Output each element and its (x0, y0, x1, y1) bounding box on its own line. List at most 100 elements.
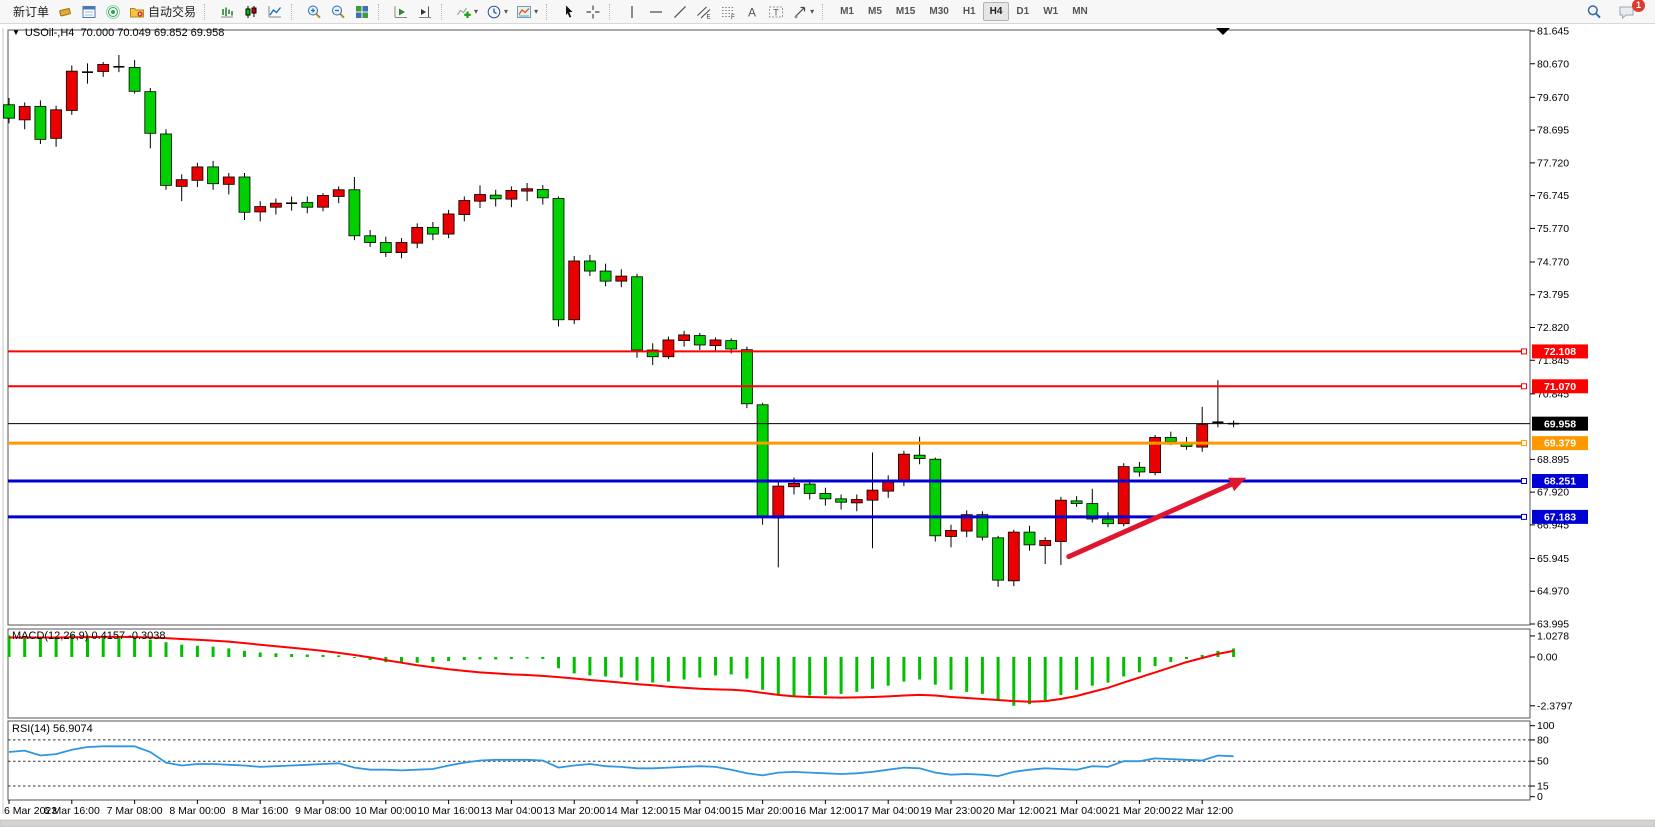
indicators-icon[interactable]: ▾ (452, 2, 482, 22)
shapes-dropdown-caret[interactable]: ▾ (810, 7, 815, 16)
chart-title: ▼ USOil-,H4 70.000 70.049 69.852 69.958 (12, 27, 224, 39)
tab-timeframe-m1[interactable]: M1 (840, 6, 854, 17)
market-watch-icon[interactable] (77, 2, 101, 22)
hline-end-handle[interactable] (1521, 478, 1527, 485)
tab-timeframe-h4[interactable]: H4 (982, 2, 1010, 21)
tab-timeframe-d1[interactable]: D1 (1016, 6, 1030, 17)
timeframes-dropdown-caret[interactable]: ▾ (504, 7, 509, 16)
price-tick-label: 80.670 (1537, 58, 1569, 70)
fibonacci-tool-icon[interactable]: F (716, 2, 740, 22)
indicators-dropdown-caret[interactable]: ▾ (474, 7, 479, 16)
candle-up (1055, 499, 1067, 542)
zoom-in-icon[interactable] (302, 2, 326, 22)
tab-timeframe-mn[interactable]: MN (1072, 6, 1088, 17)
candle-down (364, 235, 377, 243)
trendline-tool-icon[interactable] (668, 2, 692, 22)
chart-menu-arrow-icon[interactable]: ▼ (12, 28, 20, 37)
toolbar-separator (204, 3, 210, 20)
candle-up (1196, 424, 1209, 448)
candle-down (693, 335, 706, 346)
chart-collapse-arrow-icon[interactable] (1216, 28, 1230, 35)
signals-icon[interactable] (101, 2, 125, 22)
price-tick-label: 68.895 (1537, 454, 1569, 466)
main-panel-frame (7, 29, 1531, 626)
autotrading-label: 自动交易 (148, 5, 197, 19)
search-icon[interactable] (1582, 2, 1606, 22)
channel-tool-icon[interactable]: E (692, 2, 716, 22)
templates-dropdown-caret[interactable]: ▾ (534, 7, 539, 16)
candle-down (646, 349, 659, 358)
macd-signal-line (9, 635, 1234, 703)
price-badge (1532, 509, 1588, 524)
horizontal-line-tool-icon[interactable] (644, 2, 668, 22)
candle-down (301, 202, 314, 208)
tab-timeframe-h1[interactable]: H1 (962, 6, 976, 17)
rsi-tick-label: 80 (1537, 734, 1549, 746)
price-tick-label: 81.645 (1537, 26, 1569, 38)
price-chart-canvas[interactable]: 81.645 80.670 79.670 78.695 77.720 76.745 75.7… (0, 24, 1655, 827)
candle-down (1102, 518, 1114, 525)
time-tick-label: 15 Mar 04:00 (669, 805, 731, 817)
chart-shift-icon[interactable] (413, 2, 437, 22)
price-tick-label: 78.695 (1537, 125, 1569, 137)
candle-down (552, 198, 565, 321)
candle-down (426, 226, 439, 235)
candle-up (269, 202, 282, 208)
candle-up (772, 485, 785, 519)
new-order-label: 新订单 (13, 5, 50, 19)
price-badge (1532, 379, 1588, 394)
text-tool-icon[interactable]: A (740, 2, 764, 22)
candle-up (898, 453, 910, 483)
candle-up (191, 166, 204, 181)
price-tick-label: 64.970 (1537, 586, 1569, 598)
symbols-icon[interactable] (53, 2, 77, 22)
trend-arrow[interactable] (1066, 479, 1240, 560)
candle-up (960, 514, 973, 532)
cursor-icon[interactable] (557, 2, 581, 22)
candle-down (34, 106, 47, 140)
trend-arrow-head[interactable] (1228, 477, 1247, 492)
timeframes-clock-icon[interactable]: ▾ (482, 2, 512, 22)
new-order-button[interactable]: 新订单 (6, 2, 53, 22)
hline-end-handle[interactable] (1521, 440, 1527, 447)
crosshair-icon[interactable] (581, 2, 605, 22)
time-tick-label: 9 Mar 08:00 (295, 805, 351, 817)
candle-up (615, 275, 628, 282)
candle-down (756, 404, 769, 517)
tile-windows-icon[interactable] (350, 2, 374, 22)
auto-scroll-icon[interactable] (389, 2, 413, 22)
shapes-tool-icon[interactable]: ▾ (788, 2, 818, 22)
templates-icon[interactable]: ▾ (512, 2, 542, 22)
candle-down (599, 270, 612, 282)
tab-timeframe-m5[interactable]: M5 (868, 6, 882, 17)
candlestick-chart-icon[interactable] (239, 2, 263, 22)
time-tick-label: 19 Mar 23:00 (920, 805, 982, 817)
time-tick-label: 8 Mar 16:00 (232, 805, 288, 817)
candle-up (505, 190, 518, 200)
rsi-tick-label: 100 (1537, 720, 1555, 732)
tab-timeframe-w1[interactable]: W1 (1043, 6, 1059, 17)
hline-end-handle[interactable] (1521, 348, 1527, 355)
line-chart-icon[interactable] (263, 2, 287, 22)
hline-end-handle[interactable] (1521, 513, 1527, 520)
notifications-icon[interactable]: 1 (1614, 0, 1645, 22)
rsi-panel-frame (7, 720, 1531, 801)
time-tick-label: 14 Mar 12:00 (606, 805, 668, 817)
time-tick-label: 10 Mar 00:00 (355, 805, 417, 817)
tab-timeframe-m15[interactable]: M15 (895, 6, 916, 17)
bar-chart-icon[interactable] (215, 2, 239, 22)
zoom-out-icon[interactable] (326, 2, 350, 22)
vertical-line-tool-icon[interactable] (620, 2, 644, 22)
tab-timeframe-m30[interactable]: M30 (929, 6, 949, 17)
autotrading-button[interactable]: 自动交易 (125, 2, 200, 22)
price-tick-label: 74.770 (1537, 256, 1569, 268)
hline-end-handle[interactable] (1521, 383, 1527, 390)
candle-down (3, 104, 15, 119)
candle-up (317, 195, 329, 208)
candle-down (536, 189, 549, 199)
text-label-tool-icon[interactable]: T (764, 2, 788, 22)
price-tick-label: 75.770 (1537, 223, 1569, 235)
candle-up (222, 176, 235, 185)
candle-up (50, 109, 62, 139)
candle-down (584, 260, 596, 272)
